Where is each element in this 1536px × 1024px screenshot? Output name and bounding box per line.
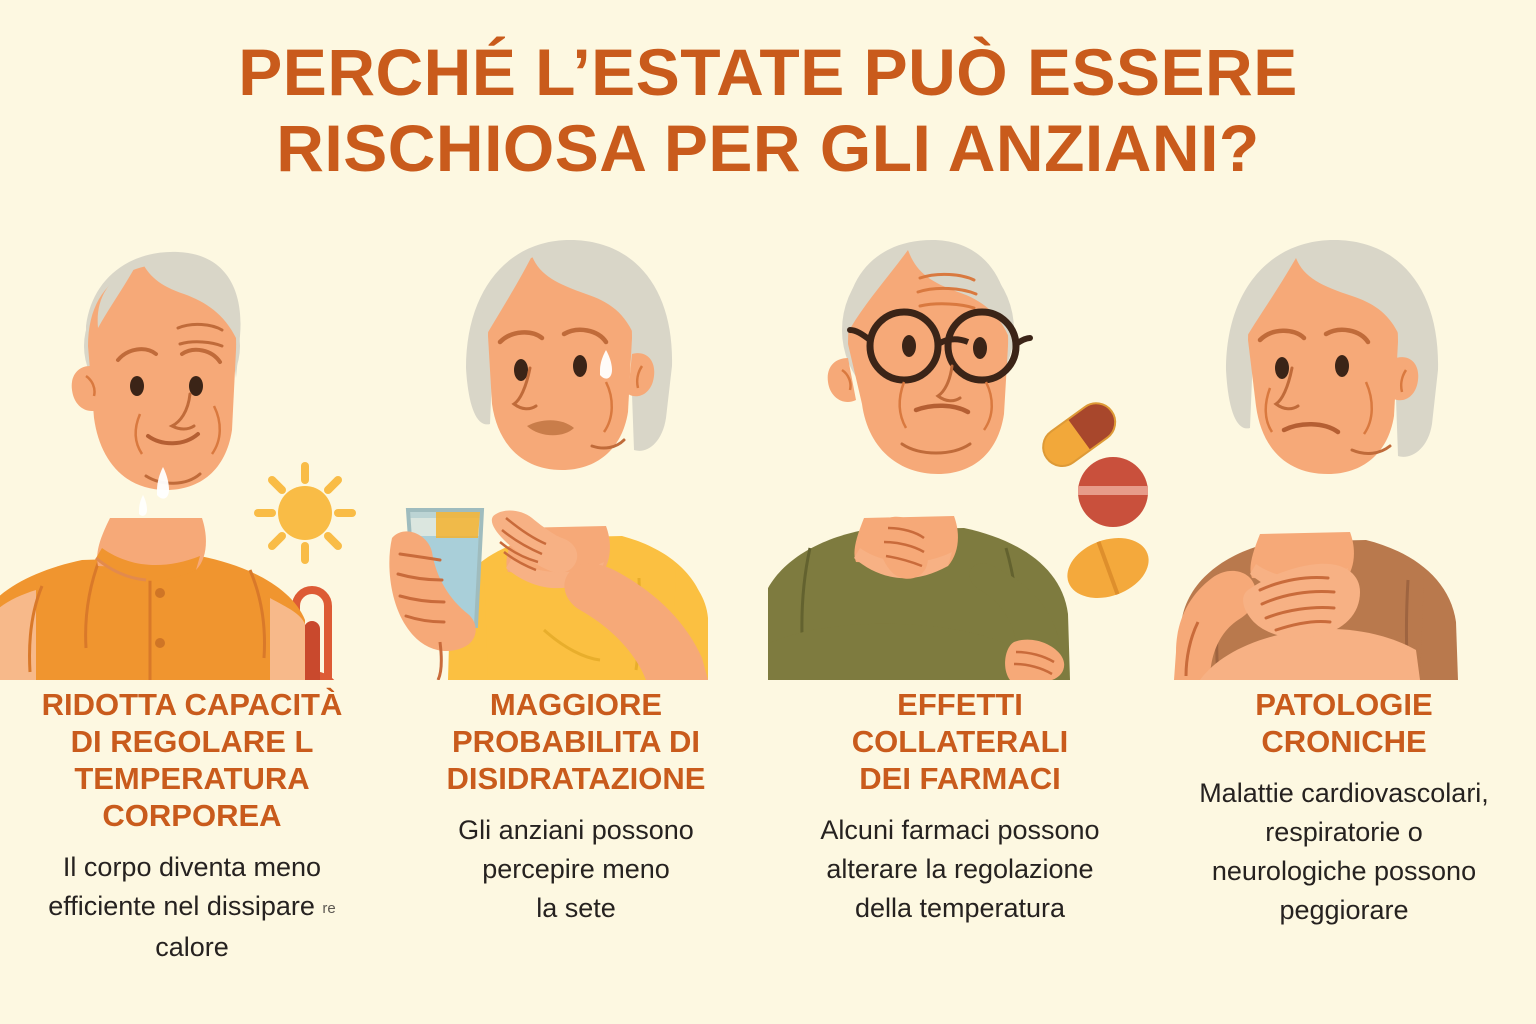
column-chronic-conditions: PATOLOGIE CRONICHE Malattie cardiovascola… xyxy=(1152,218,1536,1024)
illustration-elderly-man-with-glasses xyxy=(768,218,1152,680)
column-medication-side-effects: EFFETTI COLLATERALI DEI FARMACI Alcuni far… xyxy=(768,218,1152,1024)
caption-heading: MAGGIORE PROBABILITA DI DISIDRATAZIONE xyxy=(446,687,706,796)
figure-body xyxy=(0,518,305,680)
glasses-icon xyxy=(847,308,1033,384)
caption-chronic-conditions: PATOLOGIE CRONICHE Malattie cardiovascola… xyxy=(1152,680,1536,930)
round-pill-icon xyxy=(1078,457,1148,527)
column-reduced-thermoregulation: RIDOTTA CAPACITÀ DI REGOLARE L TEMPERATURA… xyxy=(0,218,384,1024)
column-dehydration-risk: MAGGIORE PROBABILITA DI DISIDRATAZIONE Gli… xyxy=(384,218,768,1024)
illustration-elderly-woman-hand-on-chest xyxy=(1152,218,1536,680)
title-line-1: PERCHÉ L’ESTATE PUÒ ESSERE xyxy=(238,35,1298,109)
figure-head xyxy=(1226,240,1439,474)
sun-icon xyxy=(254,462,356,564)
page-title: PERCHÉ L’ESTATE PUÒ ESSERE RISCHIOSA PER… xyxy=(0,34,1536,186)
figure-head xyxy=(827,240,1033,474)
caption-medication-side-effects: EFFETTI COLLATERALI DEI FARMACI Alcuni far… xyxy=(768,680,1152,928)
caption-heading: RIDOTTA CAPACITÀ DI REGOLARE L TEMPERATURA… xyxy=(41,687,343,833)
figure-head xyxy=(466,240,673,470)
caption-heading: PATOLOGIE CRONICHE xyxy=(1255,687,1433,759)
title-line-2: RISCHIOSA PER GLI ANZIANI? xyxy=(276,111,1260,185)
caption-heading: EFFETTI COLLATERALI DEI FARMACI xyxy=(851,687,1069,796)
figure-hand-left xyxy=(389,531,476,680)
illustration-elderly-woman-with-water-glass xyxy=(384,218,768,680)
pill-icons xyxy=(1042,402,1149,598)
figure-arms-crossed xyxy=(768,516,1065,680)
caption-body-artifact: re xyxy=(322,900,336,917)
caption-body: Alcuni farmaci possono alterare la regola… xyxy=(820,815,1100,923)
caption-body: Gli anziani possono percepire meno la sete xyxy=(458,815,694,923)
caption-body: Il corpo diventa meno efficiente nel diss… xyxy=(48,852,336,962)
caption-reduced-thermoregulation: RIDOTTA CAPACITÀ DI REGOLARE L TEMPERATURA… xyxy=(0,680,384,967)
caption-dehydration-risk: MAGGIORE PROBABILITA DI DISIDRATAZIONE Gli… xyxy=(384,680,768,928)
reasons-columns: RIDOTTA CAPACITÀ DI REGOLARE L TEMPERATURA… xyxy=(0,218,1536,1024)
illustration-elderly-man-sweating xyxy=(0,218,384,680)
capsule-pill-icon xyxy=(1042,402,1117,467)
figure-arm-right xyxy=(491,510,708,680)
figure-head xyxy=(71,251,241,516)
figure-arm-across-chest xyxy=(1174,563,1420,680)
oval-pill-icon xyxy=(1067,538,1149,598)
